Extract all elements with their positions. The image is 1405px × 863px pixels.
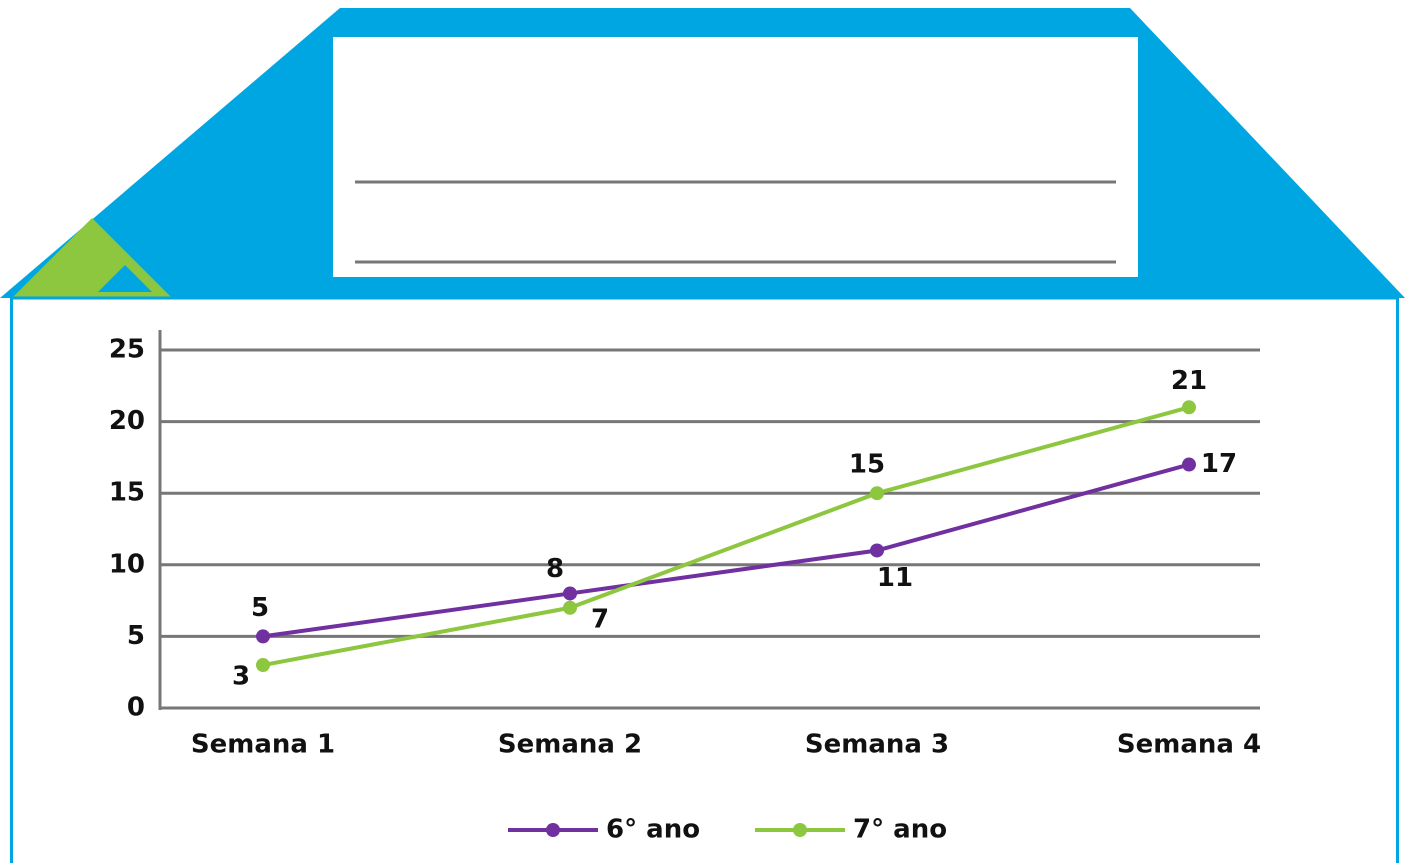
y-tick-label: 20 [109,406,145,436]
plot-frame [10,296,1399,863]
x-tick-label: Semana 1 [191,730,335,760]
series-point [256,629,270,644]
series-point [870,543,884,558]
data-label: 7 [591,604,609,634]
series-point [256,658,270,673]
series-point [1182,400,1196,415]
y-tick-label: 0 [127,693,145,723]
legend-label: 6° ano [606,815,700,845]
y-tick-label: 15 [109,478,145,508]
legend-marker [546,823,560,837]
data-label: 5 [251,593,269,623]
x-tick-label: Semana 4 [1117,730,1261,760]
data-label: 17 [1201,449,1237,479]
series-point [870,486,884,501]
legend-marker [793,823,807,837]
data-label: 8 [546,554,564,584]
x-tick-label: Semana 3 [805,730,949,760]
data-label: 21 [1171,366,1207,396]
x-tick-label: Semana 2 [498,730,642,760]
y-tick-label: 10 [109,549,145,579]
data-label: 3 [232,662,250,692]
series-line [262,462,1190,639]
title-box [333,37,1138,277]
series-point [563,600,577,615]
series-line [262,405,1190,668]
corner-triangle-inner [98,265,152,292]
data-label: 15 [849,450,885,480]
data-label: 11 [877,563,913,593]
legend-label: 7° ano [853,815,947,845]
series-point [563,586,577,601]
y-tick-label: 25 [109,335,145,365]
series-point [1182,457,1196,472]
y-tick-label: 5 [127,621,145,651]
